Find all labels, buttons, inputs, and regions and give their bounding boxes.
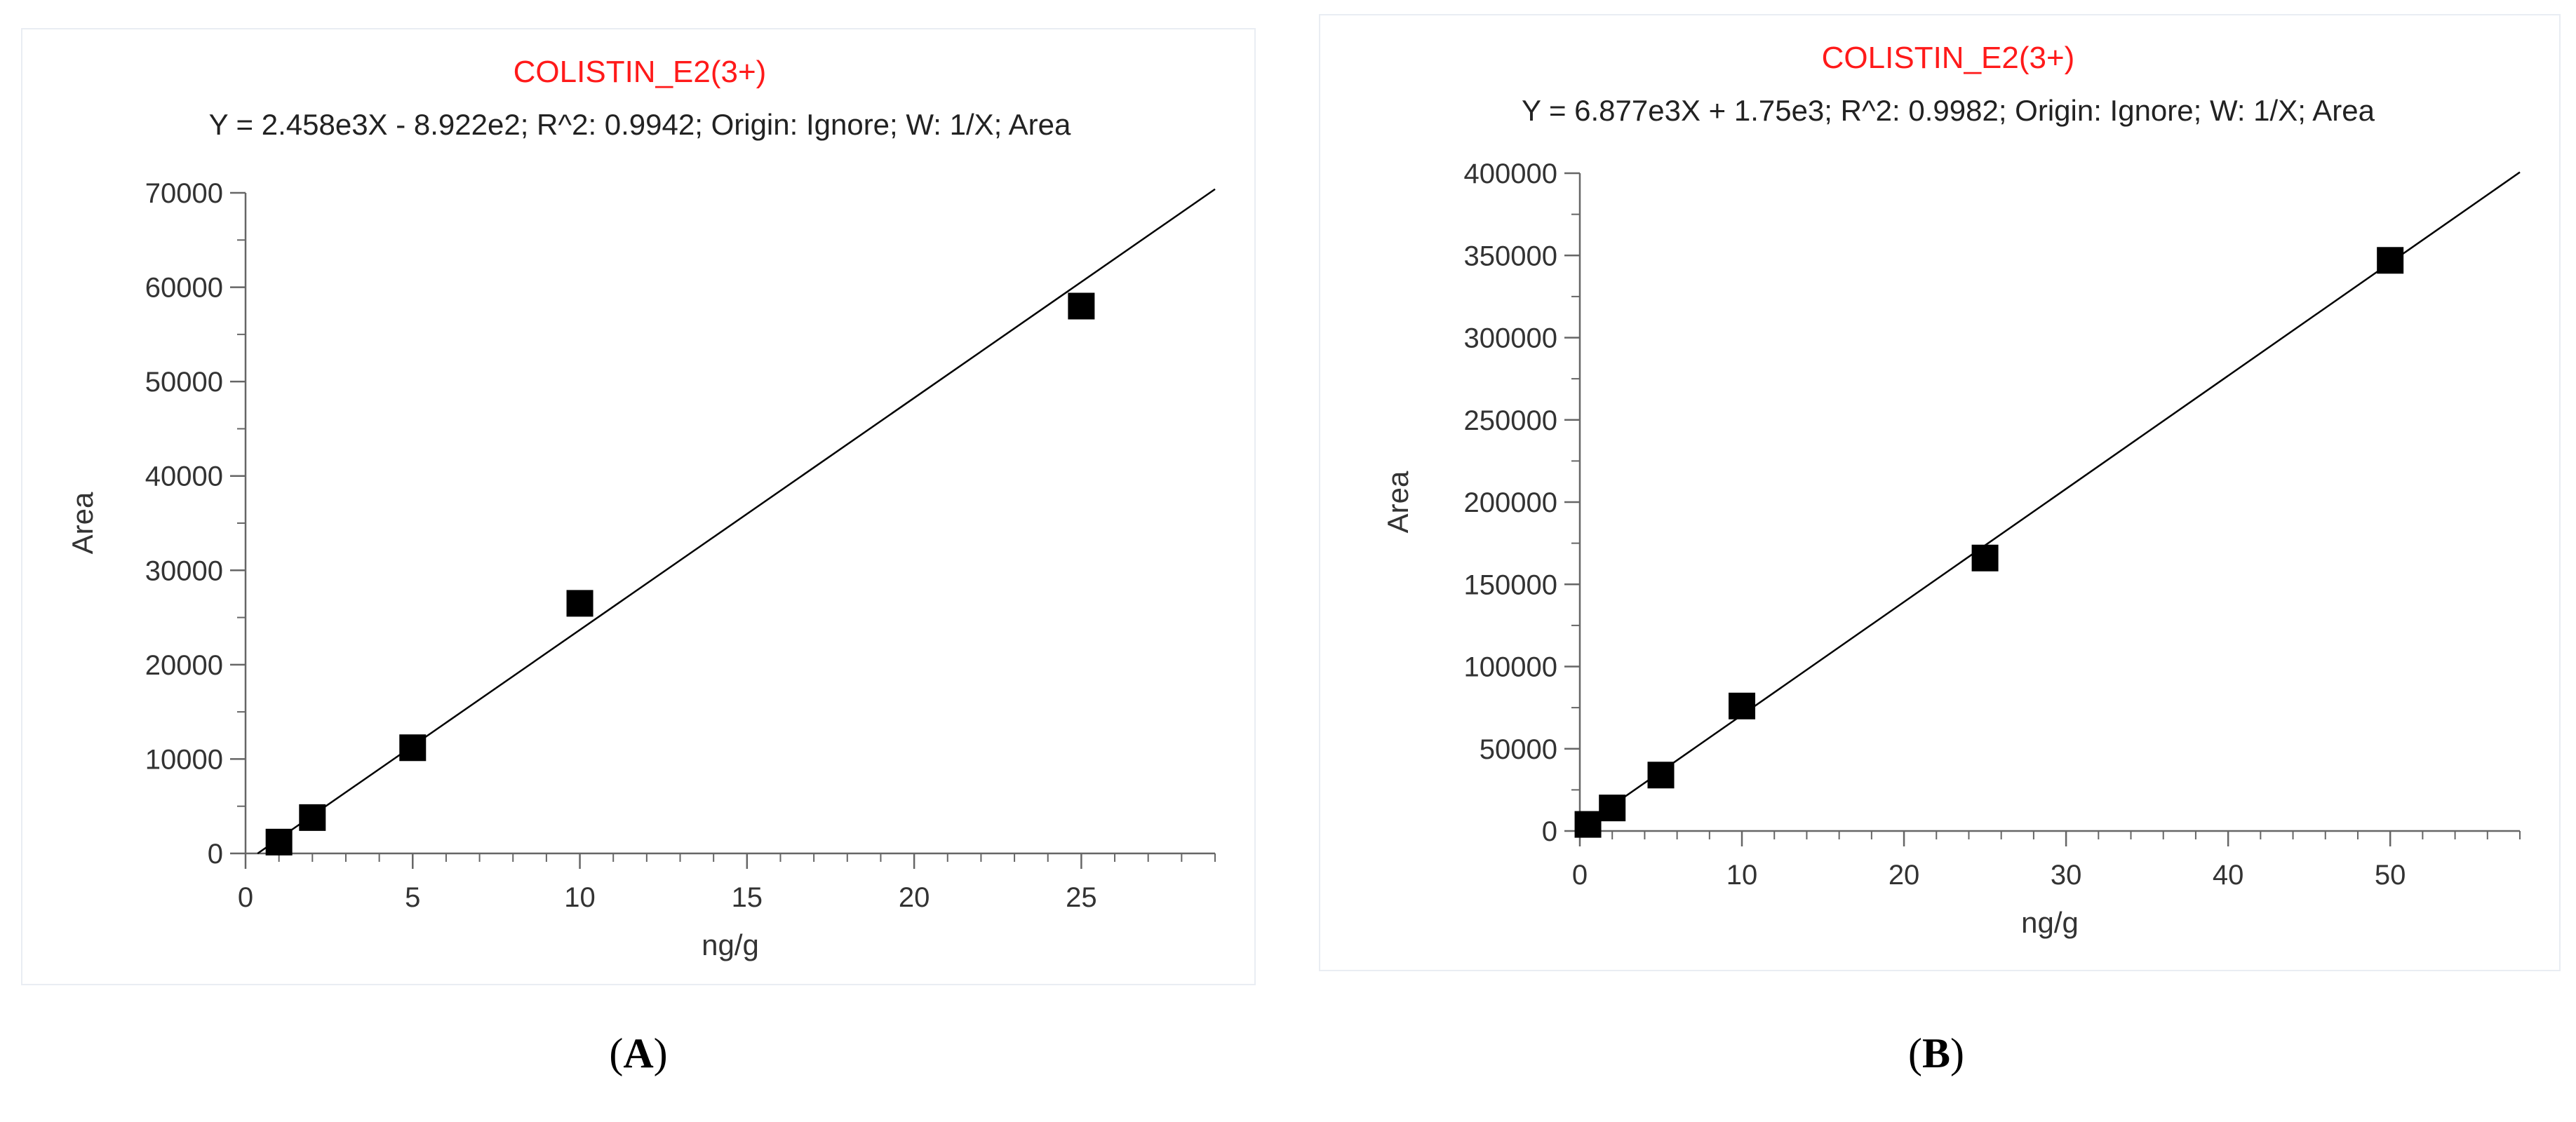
y-tick-label: 60000 [145,273,223,304]
chart-subtitle: Y = 2.458e3X - 8.922e2; R^2: 0.9942; Ori… [209,108,1071,141]
calibration-chart-b: COLISTIN_E2(3+) Y = 6.877e3X + 1.75e3; R^… [1381,41,2521,939]
data-point [399,734,427,762]
caption-letter: B [1921,1030,1951,1076]
y-tick-label: 0 [208,839,223,870]
calibration-chart-a: COLISTIN_E2(3+) Y = 2.458e3X - 8.922e2; R… [66,55,1216,961]
caption-letter: A [623,1030,654,1076]
y-tick-label: 70000 [145,178,223,209]
caption-open-paren: ( [1908,1030,1922,1076]
chart-panel-b: COLISTIN_E2(3+) Y = 6.877e3X + 1.75e3; R^… [1319,14,2561,971]
data-point [1574,811,1602,838]
x-axis-label: ng/g [2021,906,2079,939]
chart-title: COLISTIN_E2(3+) [1822,41,2075,75]
x-tick-label: 40 [2213,860,2244,891]
y-tick-label: 50000 [145,367,223,398]
y-tick-label: 150000 [1464,569,1557,600]
data-point [299,804,326,831]
x-tick-label: 50 [2375,860,2406,891]
y-tick-label: 300000 [1464,323,1557,354]
x-tick-label: 15 [732,882,763,913]
data-point [2377,247,2404,274]
caption-close-paren: ) [1950,1030,1964,1076]
data-point [566,590,593,617]
data-point [1971,544,1999,572]
caption-open-paren: ( [609,1030,624,1076]
x-tick-label: 30 [2051,860,2082,891]
x-tick-label: 10 [564,882,596,913]
chart-title: COLISTIN_E2(3+) [514,55,767,89]
y-tick-label: 50000 [1480,734,1557,765]
y-tick-label: 30000 [145,555,223,586]
panel-caption-b: (B) [1866,1029,2006,1078]
y-tick-label: 200000 [1464,487,1557,518]
data-point [1068,292,1095,320]
y-tick-label: 40000 [145,461,223,492]
x-tick-label: 25 [1066,882,1097,913]
y-axis-label: Area [66,492,99,554]
data-point [1599,795,1626,822]
y-tick-label: 100000 [1464,652,1557,683]
panel-caption-a: (A) [568,1029,709,1078]
caption-close-paren: ) [653,1030,668,1076]
data-point [1647,762,1675,789]
x-tick-label: 0 [1572,860,1588,891]
y-tick-label: 400000 [1464,158,1557,189]
data-point [1729,692,1756,719]
y-tick-label: 0 [1542,816,1557,847]
x-tick-label: 10 [1726,860,1758,891]
x-tick-label: 5 [405,882,420,913]
y-tick-label: 10000 [145,744,223,775]
x-tick-label: 20 [899,882,930,913]
y-tick-label: 350000 [1464,241,1557,271]
y-tick-label: 20000 [145,650,223,681]
x-tick-label: 0 [238,882,253,913]
chart-panel-a: COLISTIN_E2(3+) Y = 2.458e3X - 8.922e2; R… [21,28,1256,985]
data-point [265,828,293,856]
y-tick-label: 250000 [1464,405,1557,436]
x-tick-label: 20 [1889,860,1920,891]
y-axis-label: Area [1381,471,1414,533]
chart-subtitle: Y = 6.877e3X + 1.75e3; R^2: 0.9982; Orig… [1522,94,2375,127]
x-axis-label: ng/g [702,928,759,961]
